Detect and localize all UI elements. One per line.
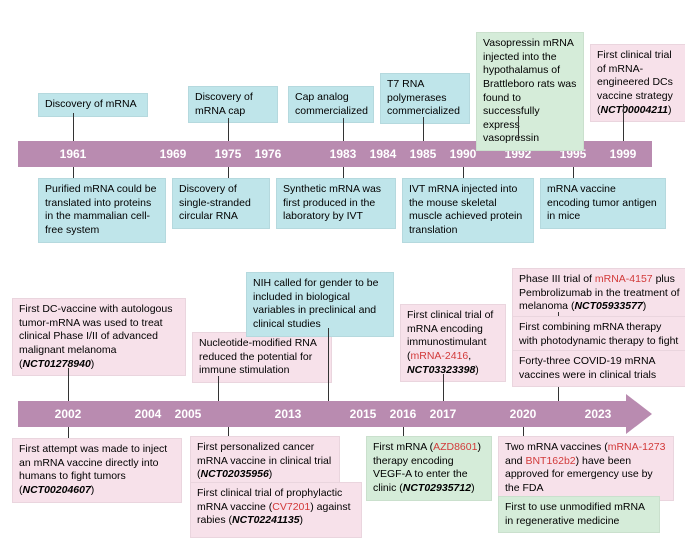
year-label: 1983: [330, 147, 357, 161]
event-box: Phase III trial of mRNA-4157 plus Pembro…: [512, 268, 685, 319]
connector-tick: [228, 427, 229, 436]
connector-tick: [218, 376, 219, 401]
year-label: 2020: [510, 407, 537, 421]
arrow-head-icon: [626, 394, 652, 434]
event-box: First attempt was made to inject an mRNA…: [12, 438, 182, 503]
timeline-row-2: 2002 2004 2005 2013 2015 2016 2017 2020 2023 Firs…: [8, 268, 677, 528]
event-box: Purified mRNA could be translated into p…: [38, 178, 166, 243]
year-label: 2004: [135, 407, 162, 421]
event-box: First clinical trial of mRNA-engineered …: [590, 44, 685, 122]
event-box: Two mRNA vaccines (mRNA-1273 and BNT162b…: [498, 436, 674, 501]
connector-tick: [228, 118, 229, 141]
event-box: IVT mRNA injected into the mouse skeleta…: [402, 178, 534, 243]
event-box: Forty-three COVID-19 mRNA vaccines were …: [512, 350, 685, 387]
connector-tick: [518, 116, 519, 141]
timeline-row-1: 1961196919751976198319841985199019921995…: [8, 8, 677, 268]
year-label: 1976: [255, 147, 282, 161]
event-box: Discovery of single-stranded circular RN…: [172, 178, 270, 229]
year-label: 2016: [390, 407, 417, 421]
connector-tick: [523, 427, 524, 436]
event-box: First to use unmodified mRNA in regenera…: [498, 496, 660, 533]
year-label: 2002: [55, 407, 82, 421]
year-label: 1999: [610, 147, 637, 161]
connector-tick: [68, 368, 69, 401]
event-box: Cap analog commercialized: [288, 86, 374, 123]
year-label: 1984: [370, 147, 397, 161]
event-box: First personalized cancer mRNA vaccine i…: [190, 436, 340, 487]
event-box: T7 RNA polymerases commercialized: [380, 73, 470, 124]
timeline-diagram: 1961196919751976198319841985199019921995…: [8, 8, 677, 528]
connector-tick: [343, 118, 344, 141]
event-box: First mRNA (AZD8601) therapy encoding VE…: [366, 436, 492, 501]
event-box: NIH called for gender to be included in …: [246, 272, 394, 337]
connector-tick: [463, 167, 464, 178]
connector-tick: [623, 104, 624, 141]
event-box: Nucleotide-modified RNA reduced the pote…: [192, 332, 332, 383]
connector-tick: [403, 427, 404, 436]
connector-tick: [328, 328, 329, 401]
year-label: 2013: [275, 407, 302, 421]
year-label: 2015: [350, 407, 377, 421]
connector-tick: [423, 117, 424, 141]
event-box: First clinical trial of prophylactic mRN…: [190, 482, 362, 538]
event-box: mRNA vaccine encoding tumor antigen in m…: [540, 178, 666, 229]
event-box: Discovery of mRNA: [38, 93, 148, 117]
event-box: First DC-vaccine with autologous tumor-m…: [12, 298, 186, 376]
event-box: Synthetic mRNA was first produced in the…: [276, 178, 396, 229]
connector-tick: [573, 167, 574, 178]
connector-tick: [228, 167, 229, 178]
year-label: 2023: [585, 407, 612, 421]
timeline-arrow: [18, 401, 652, 427]
connector-tick: [443, 374, 444, 401]
year-label: 1990: [450, 147, 477, 161]
year-label: 2017: [430, 407, 457, 421]
connector-tick: [68, 427, 69, 438]
year-label: 2005: [175, 407, 202, 421]
year-label: 1969: [160, 147, 187, 161]
connector-tick: [73, 113, 74, 141]
connector-tick: [73, 167, 74, 178]
event-box: Discovery of mRNA cap: [188, 86, 278, 123]
event-box: Vasopressin mRNA injected into the hypot…: [476, 32, 584, 151]
year-label: 1985: [410, 147, 437, 161]
event-box: First clinical trial of mRNA encoding im…: [400, 304, 506, 382]
connector-tick: [343, 167, 344, 178]
year-label: 1961: [60, 147, 87, 161]
year-label: 1975: [215, 147, 242, 161]
